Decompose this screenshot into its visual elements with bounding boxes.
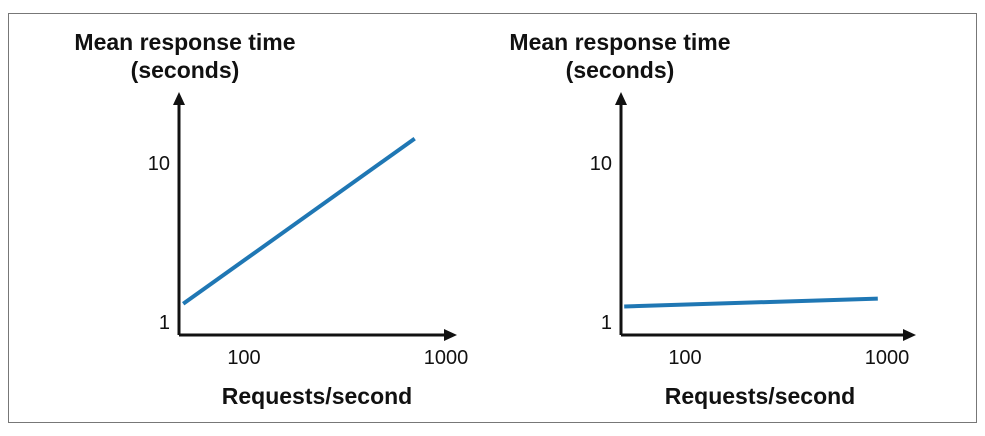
chart-right-x-axis-arrow bbox=[903, 329, 916, 341]
chart-left-y-tick-10: 10 bbox=[148, 153, 170, 175]
chart-left-x-tick-1000: 1000 bbox=[424, 347, 469, 369]
chart-left-y-tick-1: 1 bbox=[159, 312, 170, 334]
chart-left: Mean response time (seconds) 1 10 100 10… bbox=[74, 29, 468, 409]
chart-left-x-label: Requests/second bbox=[222, 383, 412, 409]
chart-right-y-tick-10: 10 bbox=[590, 153, 612, 175]
chart-left-title-line-2: (seconds) bbox=[131, 57, 240, 83]
chart-right-x-tick-1000: 1000 bbox=[865, 347, 910, 369]
chart-right: Mean response time (seconds) 1 10 100 10… bbox=[509, 29, 916, 409]
chart-left-series-line bbox=[182, 136, 416, 306]
chart-left-y-axis-arrow bbox=[173, 92, 185, 105]
chart-left-title-line-1: Mean response time bbox=[74, 29, 295, 55]
chart-right-y-tick-1: 1 bbox=[601, 312, 612, 334]
figure-frame bbox=[8, 13, 977, 423]
chart-right-series-line bbox=[624, 296, 878, 309]
chart-right-x-tick-100: 100 bbox=[668, 347, 701, 369]
chart-right-title-line-2: (seconds) bbox=[566, 57, 675, 83]
chart-left-x-axis-arrow bbox=[444, 329, 457, 341]
chart-right-title-line-1: Mean response time bbox=[509, 29, 730, 55]
chart-right-y-axis-arrow bbox=[615, 92, 627, 105]
chart-left-x-tick-100: 100 bbox=[227, 347, 260, 369]
chart-right-x-label: Requests/second bbox=[665, 383, 855, 409]
